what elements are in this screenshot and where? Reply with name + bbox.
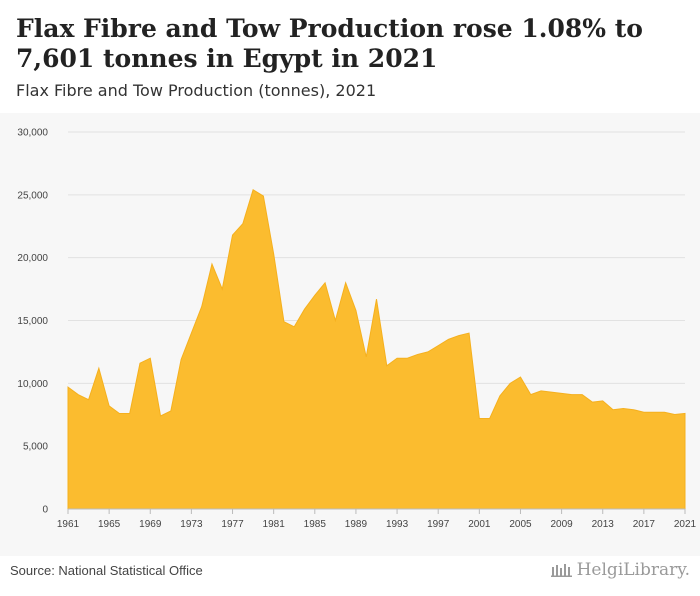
y-tick-label: 15,000 (17, 316, 48, 327)
x-tick-label: 2013 (592, 519, 615, 530)
brand-logo[interactable]: HelgiLibrary. (550, 560, 690, 580)
x-tick-label: 1989 (345, 519, 368, 530)
x-tick-label: 1961 (57, 519, 80, 530)
production-area (67, 189, 686, 510)
x-tick-label: 1997 (427, 519, 450, 530)
chart-subtitle: Flax Fibre and Tow Production (tonnes), … (16, 81, 377, 100)
x-tick-label: 1973 (180, 519, 203, 530)
y-tick-label: 0 (42, 505, 48, 516)
y-tick-label: 10,000 (17, 379, 48, 390)
x-tick-label: 2017 (633, 519, 656, 530)
x-tick-label: 1965 (98, 519, 121, 530)
x-tick-label: 1969 (139, 519, 162, 530)
source-note: Source: National Statistical Office (10, 563, 203, 578)
area-series (67, 189, 686, 510)
y-tick-label: 20,000 (17, 253, 48, 264)
x-tick-label: 2021 (674, 519, 697, 530)
y-tick-label: 5,000 (23, 442, 48, 453)
x-tick-label: 2005 (509, 519, 532, 530)
x-tick-label: 2009 (550, 519, 573, 530)
y-axis: 0 5,000 10,000 15,000 20,000 25,000 30,000 (17, 128, 48, 516)
x-tick-label: 1981 (263, 519, 286, 530)
y-tick-label: 25,000 (17, 190, 48, 201)
brand-name: HelgiLibrary. (576, 560, 690, 580)
chart-title: Flax Fibre and Tow Production rose 1.08%… (16, 14, 643, 73)
x-tick-label: 1993 (386, 519, 409, 530)
x-tick-label: 1985 (304, 519, 327, 530)
y-tick-label: 30,000 (17, 128, 48, 139)
library-icon (550, 564, 572, 577)
x-tick-label: 2001 (468, 519, 491, 530)
x-axis: 1961 1965 1969 1973 1977 1981 1985 1989 1993 1997… (57, 508, 697, 530)
area-chart: 0 5,000 10,000 15,000 20,000 25,000 30,000 196… (17, 128, 697, 531)
x-tick-label: 1977 (221, 519, 244, 530)
